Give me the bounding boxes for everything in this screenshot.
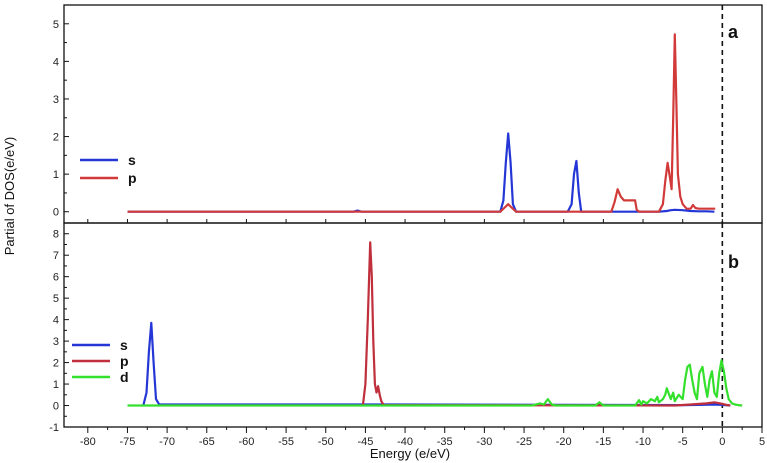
y-tick-label: 5: [53, 293, 59, 305]
panel-a: 0 1 2 3 4 5 sp a: [53, 4, 763, 224]
legend-label-d: d: [120, 369, 129, 385]
x-tick-label: -30: [476, 436, 492, 448]
legend-label-s: s: [120, 337, 128, 353]
x-tick-label: 5: [759, 436, 765, 448]
y-axis-title: Partial of DOS(e/eV): [2, 137, 17, 256]
y-tick-label: 2: [53, 358, 59, 370]
y-tick-label: 5: [53, 19, 59, 31]
y-tick-label: 7: [53, 250, 59, 262]
x-tick-label: -25: [516, 436, 532, 448]
y-tick-label: -1: [49, 422, 59, 434]
x-tick-label: -5: [678, 436, 688, 448]
x-axis: -80 -75 -70 -65 -60 -55 -50 -45 -40 -35 -30 -25 -20-…: [80, 219, 765, 448]
panel-label: a: [728, 22, 739, 42]
x-tick-label: -75: [120, 436, 136, 448]
x-tick-label: 0: [719, 436, 725, 448]
x-tick-label: -35: [437, 436, 453, 448]
y-tick-label: 2: [53, 132, 59, 144]
y-tick-label: 1: [53, 379, 59, 391]
legend-label-s: s: [128, 152, 136, 168]
y-tick-label: 4: [53, 315, 59, 327]
panel-b: -1 0 1 2 3 4 5 6 7 8 spd b: [49, 222, 763, 434]
x-tick-label: -60: [238, 436, 254, 448]
panel-frame: [63, 4, 763, 224]
x-axis-title: Energy (e/eV): [370, 446, 450, 461]
panel-frame: [63, 222, 763, 428]
y-tick-label: 0: [53, 401, 59, 413]
panel-label: b: [728, 252, 739, 272]
y-tick-label: 0: [53, 207, 59, 219]
x-tick-label: -20: [556, 436, 572, 448]
x-tick-label: -55: [278, 436, 294, 448]
series-line-s: [142, 321, 731, 407]
series-line-p: [127, 33, 716, 213]
y-tick-label: 1: [53, 169, 59, 181]
legend-label-p: p: [120, 353, 129, 369]
legend-label-p: p: [128, 170, 137, 186]
x-tick-label: -40: [397, 436, 413, 448]
x-tick-label: -70: [159, 436, 175, 448]
series-line-p: [361, 241, 731, 407]
x-tick-label: -80: [80, 436, 96, 448]
y-tick-label: 4: [53, 56, 59, 68]
y-tick-label: 3: [53, 336, 59, 348]
x-tick-label: -50: [318, 436, 334, 448]
x-tick-label: -45: [357, 436, 373, 448]
y-tick-label: 8: [53, 229, 59, 241]
x-tick-label: -15: [595, 436, 611, 448]
x-tick-label: -65: [199, 436, 215, 448]
y-tick-label: 6: [53, 272, 59, 284]
y-tick-label: 3: [53, 94, 59, 106]
series-line-s: [127, 132, 715, 213]
series-line-d: [127, 359, 743, 407]
x-tick-label: -10: [635, 436, 651, 448]
